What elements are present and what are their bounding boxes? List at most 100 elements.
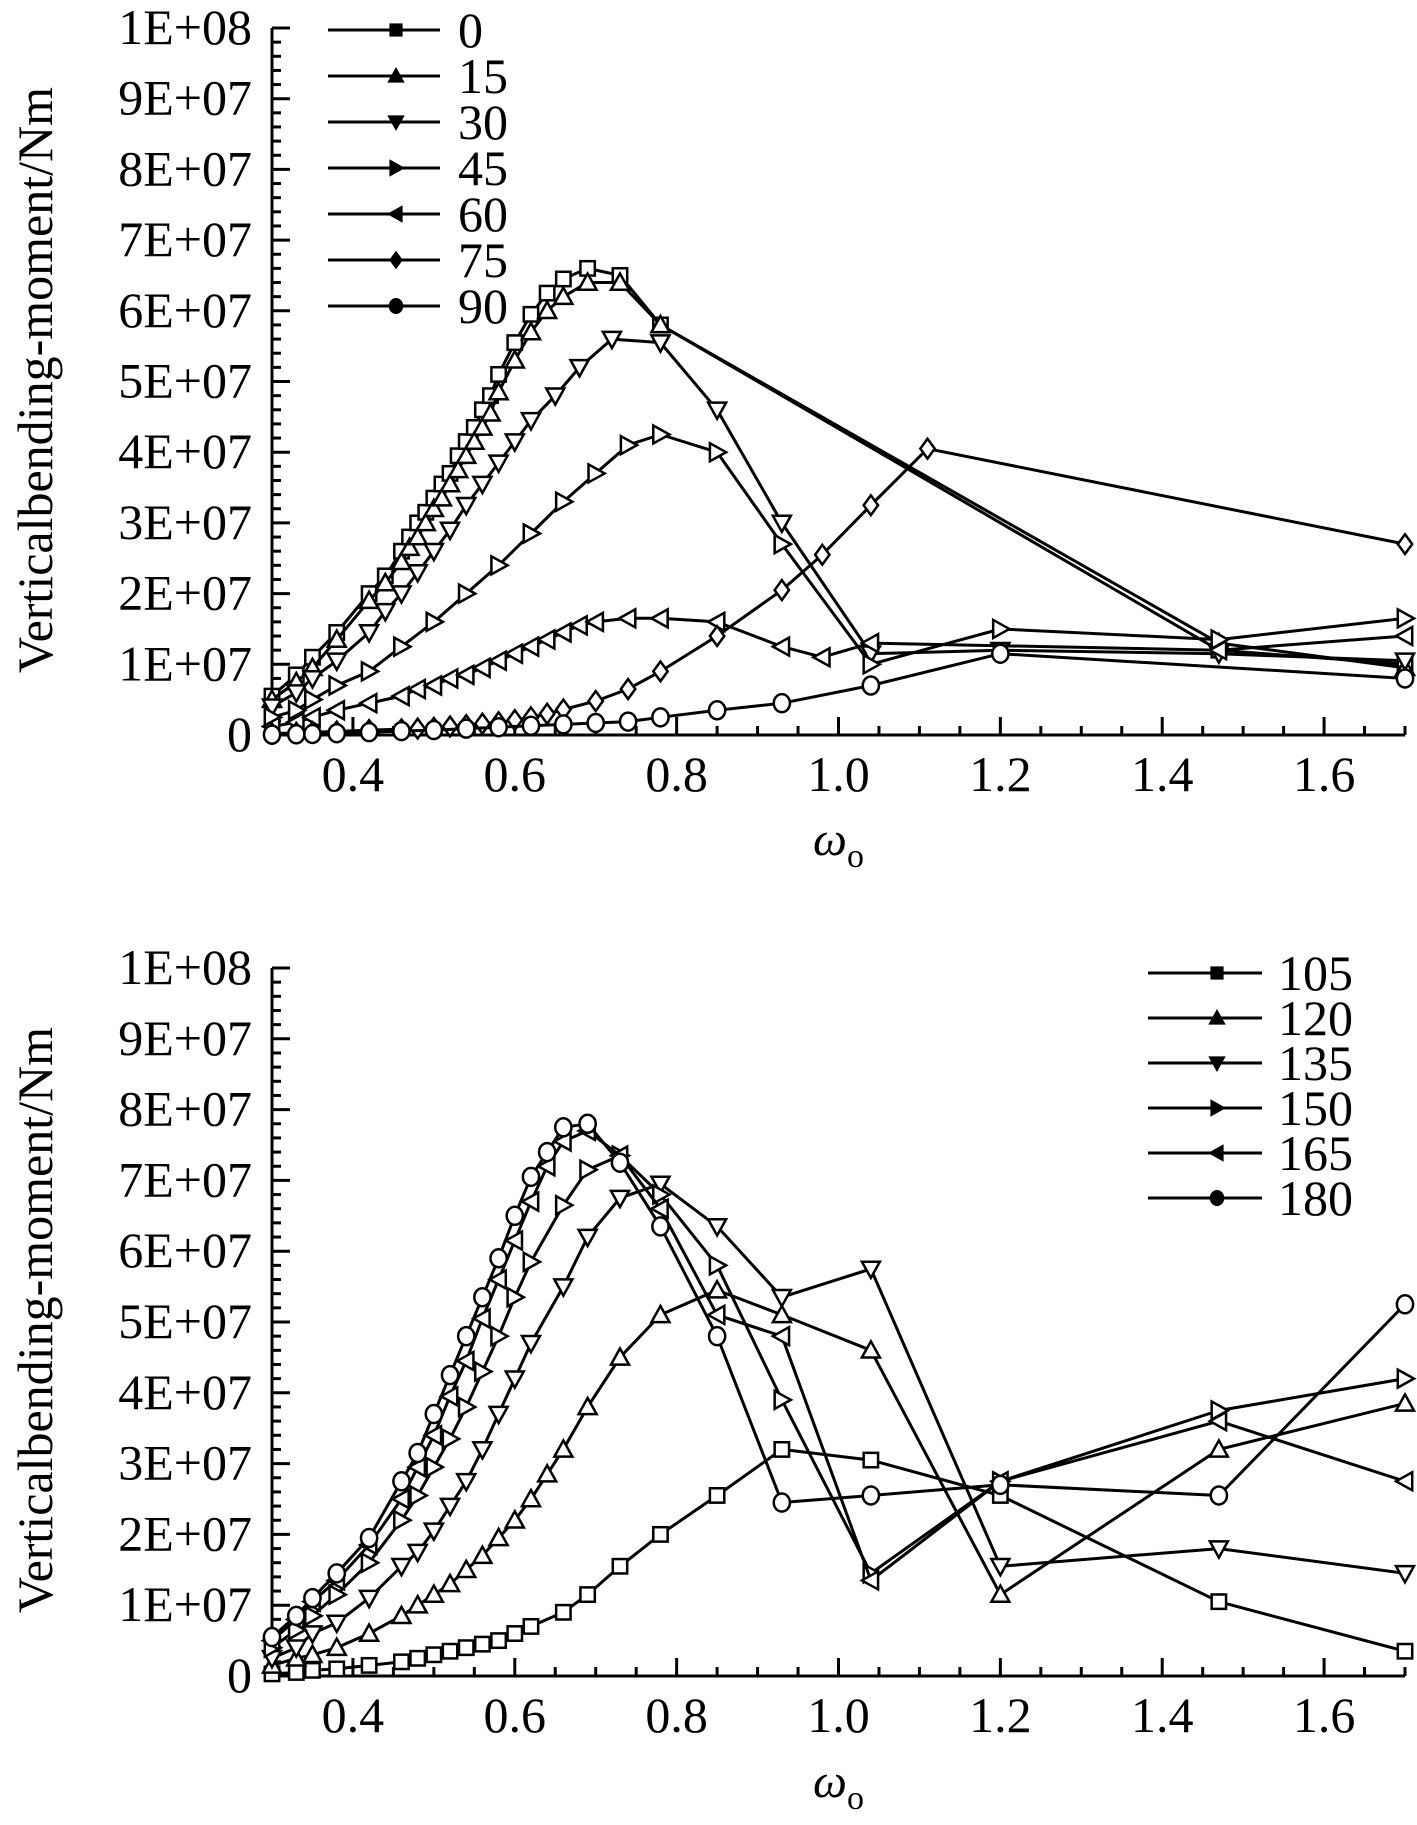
data-point bbox=[328, 1660, 346, 1678]
data-point bbox=[506, 1286, 527, 1309]
data-point bbox=[652, 1183, 673, 1206]
data-point bbox=[389, 1487, 410, 1511]
data-point bbox=[424, 1403, 444, 1425]
data-point bbox=[471, 1544, 494, 1565]
data-point bbox=[1207, 1540, 1230, 1561]
data-point bbox=[422, 497, 445, 518]
data-point bbox=[457, 582, 478, 605]
data-point bbox=[360, 1551, 381, 1574]
y-tick-label: 4E+07 bbox=[118, 1364, 252, 1420]
y-tick-label: 0 bbox=[227, 1647, 252, 1703]
data-point bbox=[652, 1525, 669, 1543]
data-point bbox=[519, 320, 543, 341]
x-tick-label: 0.4 bbox=[322, 1687, 385, 1743]
data-point bbox=[859, 1569, 880, 1592]
x-axis-label-subscript: o bbox=[847, 1780, 864, 1817]
legend-marker bbox=[388, 298, 404, 314]
series-line bbox=[271, 1129, 1406, 1642]
data-point bbox=[651, 659, 670, 684]
data-point bbox=[568, 358, 591, 379]
data-point bbox=[708, 1254, 729, 1277]
data-point bbox=[440, 1364, 460, 1386]
data-point bbox=[536, 1462, 559, 1483]
data-point bbox=[260, 698, 284, 719]
x-axis-label: ωo bbox=[813, 813, 864, 875]
legend-item-30: 30 bbox=[328, 94, 508, 150]
data-point bbox=[522, 1617, 540, 1635]
data-point bbox=[616, 607, 637, 630]
data-point bbox=[576, 1228, 599, 1249]
data-point bbox=[1395, 1294, 1415, 1315]
data-point bbox=[438, 1572, 462, 1593]
data-point bbox=[586, 689, 605, 714]
data-point bbox=[447, 458, 470, 479]
data-point bbox=[454, 663, 475, 687]
data-point bbox=[552, 285, 575, 306]
data-point bbox=[989, 1583, 1012, 1604]
data-point bbox=[425, 1456, 446, 1479]
data-point bbox=[327, 722, 347, 744]
legend-label: 165 bbox=[1278, 1125, 1353, 1181]
data-point bbox=[649, 334, 672, 355]
x-tick-label: 1.0 bbox=[807, 746, 870, 802]
data-point bbox=[772, 692, 792, 714]
data-point bbox=[438, 472, 462, 493]
data-point bbox=[773, 1388, 794, 1412]
data-point bbox=[770, 635, 791, 658]
data-point bbox=[586, 712, 606, 734]
data-point bbox=[406, 1593, 429, 1614]
data-point bbox=[1393, 652, 1417, 673]
y-tick-label: 1E+07 bbox=[118, 635, 252, 691]
data-point bbox=[490, 554, 511, 577]
legend-item-105: 105 bbox=[1148, 945, 1353, 1001]
data-point bbox=[463, 430, 486, 451]
y-tick-label: 7E+07 bbox=[118, 211, 252, 267]
x-tick-label: 1.4 bbox=[1131, 746, 1194, 802]
data-point bbox=[503, 348, 526, 369]
legend-label: 180 bbox=[1278, 1170, 1353, 1226]
data-point bbox=[551, 621, 572, 644]
data-point bbox=[406, 677, 427, 701]
data-point bbox=[535, 628, 556, 651]
data-point bbox=[1395, 668, 1415, 689]
data-point bbox=[506, 334, 524, 352]
data-point bbox=[286, 1605, 306, 1627]
data-point bbox=[470, 656, 491, 679]
data-point bbox=[578, 1113, 597, 1135]
legend-marker bbox=[1210, 966, 1224, 980]
data-point bbox=[708, 1487, 726, 1504]
data-point bbox=[287, 1664, 305, 1681]
legend-marker bbox=[1207, 1144, 1224, 1162]
data-point bbox=[861, 1485, 881, 1506]
data-point bbox=[441, 1642, 459, 1660]
legend-item-90: 90 bbox=[328, 278, 508, 334]
x-axis-label-subscript: o bbox=[847, 838, 864, 875]
y-tick-label: 4E+07 bbox=[118, 423, 252, 479]
data-point bbox=[414, 511, 437, 532]
data-point bbox=[579, 1158, 600, 1181]
data-point bbox=[425, 610, 446, 634]
data-point bbox=[441, 1427, 462, 1450]
y-tick-label: 8E+07 bbox=[118, 140, 252, 196]
data-point bbox=[471, 1440, 494, 1462]
y-tick-label: 5E+07 bbox=[118, 353, 252, 409]
y-tick-label: 3E+07 bbox=[118, 1435, 252, 1491]
x-tick-label: 1.6 bbox=[1293, 746, 1356, 802]
data-point bbox=[438, 1497, 462, 1518]
data-point bbox=[301, 1625, 324, 1646]
data-point bbox=[262, 724, 282, 745]
data-point bbox=[1393, 1391, 1417, 1412]
series-180 bbox=[262, 1113, 1415, 1648]
legend-label: 105 bbox=[1278, 945, 1353, 1001]
legend-label: 30 bbox=[458, 94, 508, 150]
data-point bbox=[536, 299, 559, 320]
x-tick-label: 0.4 bbox=[322, 746, 385, 802]
data-point bbox=[608, 1189, 632, 1210]
data-point bbox=[553, 1117, 573, 1138]
data-point bbox=[409, 1649, 427, 1667]
legend-marker bbox=[386, 205, 403, 223]
data-point bbox=[357, 1589, 381, 1610]
bottom-panel: 0 1E+07 2E+07 3E+07 4E+07 5E+07 6E+07 7E+07 8E+0… bbox=[7, 939, 1417, 1817]
data-point bbox=[576, 1395, 599, 1416]
data-point bbox=[770, 514, 793, 535]
